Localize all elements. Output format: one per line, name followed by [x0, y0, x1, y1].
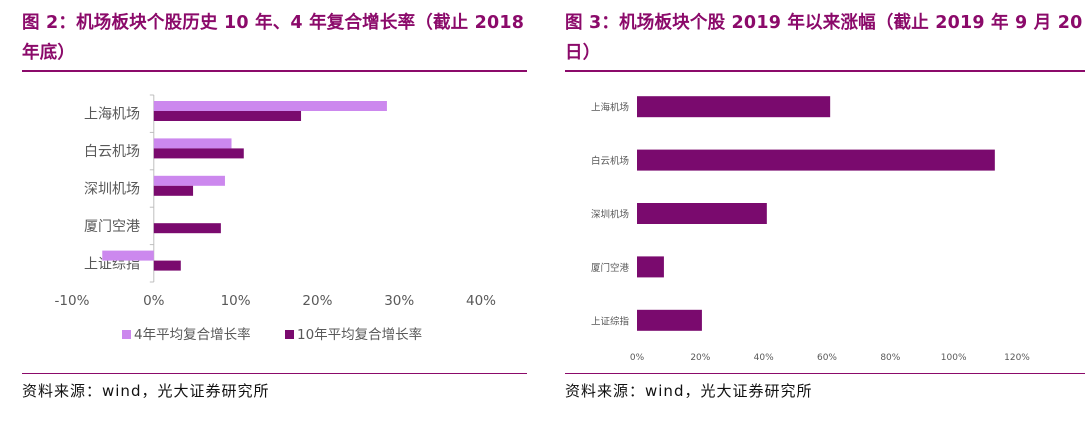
figure-2-source: 资料来源：wind，光大证券研究所 — [22, 382, 270, 400]
bar-4yr — [153, 175, 225, 186]
category-label: 白云机场 — [591, 155, 629, 167]
figure-3-title: 图 3：机场板块个股 2019 年以来涨幅（截止 2019 年 9 月 20 日… — [565, 13, 1083, 63]
bar-10yr — [153, 260, 181, 271]
bar-ytd-gain — [637, 256, 664, 278]
category-label: 深圳机场 — [84, 182, 140, 198]
x-tick-label: 60% — [817, 353, 837, 363]
x-tick-label: 0% — [630, 353, 645, 363]
category-label: 上海机场 — [591, 102, 629, 114]
figure-2-title: 图 2：机场板块个股历史 10 年、4 年复合增长率（截止 2018 年底） — [22, 13, 525, 63]
x-tick-label: 100% — [941, 353, 967, 363]
category-label: 上海机场 — [84, 107, 140, 123]
bar-ytd-gain — [637, 203, 767, 224]
bar-4yr — [153, 101, 387, 111]
legend-label: 4年平均复合增长率 — [134, 326, 251, 343]
figure-2-bottom-rule — [22, 373, 527, 374]
figure-3-panel: 图 3：机场板块个股 2019 年以来涨幅（截止 2019 年 9 月 20 日… — [555, 0, 1089, 426]
x-tick-label: -10% — [55, 293, 90, 309]
bar-10yr — [153, 148, 244, 159]
category-label: 厦门空港 — [591, 262, 630, 274]
bar-10yr — [153, 111, 302, 121]
category-label: 白云机场 — [84, 144, 140, 160]
bar-10yr — [153, 185, 194, 196]
x-tick-label: 20% — [690, 353, 710, 363]
legend-label: 10年平均复合增长率 — [297, 326, 422, 343]
category-label: 上证综指 — [591, 315, 630, 327]
x-tick-label: 120% — [1004, 353, 1030, 363]
x-tick-label: 40% — [754, 353, 774, 363]
figure-3-top-rule — [565, 70, 1085, 72]
figure-2-top-rule — [22, 70, 527, 72]
legend-swatch — [122, 330, 131, 339]
bar-ytd-gain — [637, 96, 831, 118]
bar-ytd-gain — [637, 149, 995, 171]
x-tick-label: 0% — [143, 293, 165, 309]
x-tick-label: 80% — [880, 353, 900, 363]
x-tick-label: 20% — [302, 293, 332, 309]
figure-3-bottom-rule — [565, 373, 1085, 374]
figure-3-source: 资料来源：wind，光大证券研究所 — [565, 382, 813, 400]
bar-10yr — [153, 223, 221, 234]
category-label: 深圳机场 — [591, 209, 629, 221]
x-tick-label: 30% — [384, 293, 414, 309]
legend-swatch — [285, 330, 294, 339]
x-tick-label: 10% — [221, 293, 251, 309]
bar-4yr — [102, 250, 154, 261]
category-label: 厦门空港 — [84, 219, 140, 235]
bar-4yr — [153, 138, 232, 149]
figure-2-panel: 图 2：机场板块个股历史 10 年、4 年复合增长率（截止 2018 年底） 上… — [0, 0, 535, 426]
bar-ytd-gain — [637, 309, 702, 331]
x-tick-label: 40% — [466, 293, 496, 309]
